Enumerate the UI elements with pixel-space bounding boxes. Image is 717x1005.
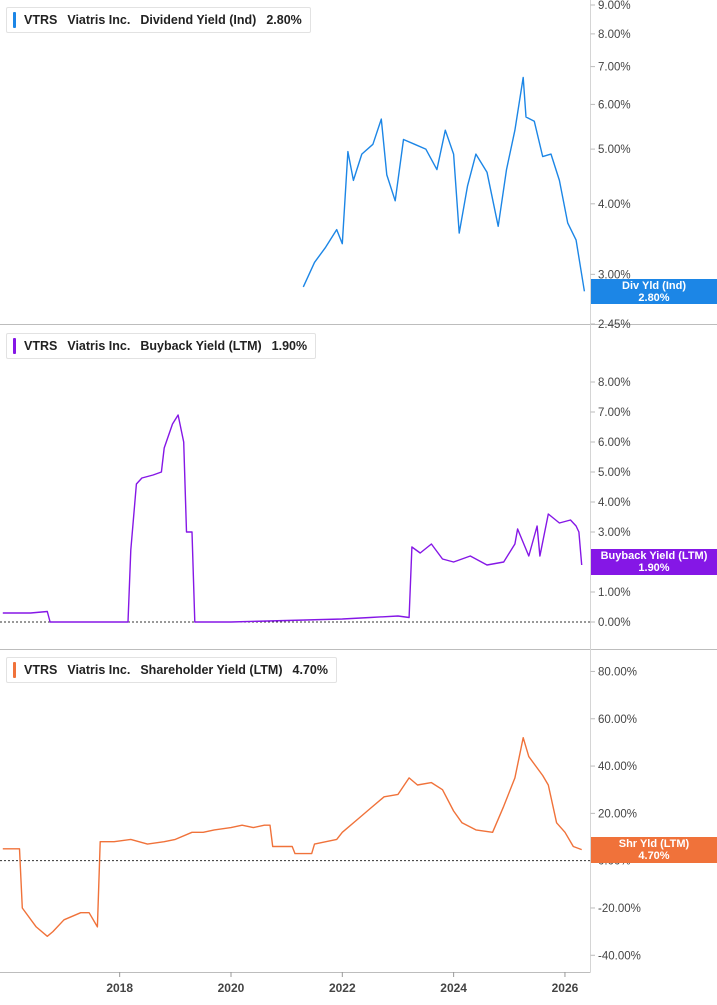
- flag-value: 4.70%: [638, 850, 670, 862]
- x-tick-label: 2022: [329, 981, 356, 995]
- y-tick-label: 5.00%: [598, 467, 631, 479]
- y-tick-label: 6.00%: [598, 99, 631, 111]
- flag-label: Shr Yld (LTM): [618, 838, 690, 850]
- legend-metric: Dividend Yield (Ind): [140, 13, 257, 27]
- y-tick-label: 0.00%: [598, 617, 631, 629]
- flag-dividend-yield: Div Yld (Ind) 2.80%: [591, 279, 717, 304]
- series-line-1: [302, 76, 586, 292]
- series-line-2: [2, 414, 583, 623]
- y-tick-label: 8.00%: [598, 377, 631, 389]
- y-tick-label: -40.00%: [598, 950, 641, 962]
- y-tick-label: 3.00%: [598, 269, 631, 281]
- y-tick-label: 4.00%: [598, 497, 631, 509]
- y-tick-label: 20.00%: [598, 808, 637, 820]
- legend-swatch: [13, 662, 16, 678]
- legend-swatch: [13, 338, 16, 354]
- legend-value: 4.70%: [292, 663, 328, 677]
- y-tick-label: 6.00%: [598, 437, 631, 449]
- legend-dividend-yield: VTRS Viatris Inc. Dividend Yield (Ind) 2…: [6, 7, 311, 33]
- legend-ticker: VTRS: [24, 339, 58, 353]
- y-tick-label: 7.00%: [598, 407, 631, 419]
- flag-value: 1.90%: [638, 562, 670, 574]
- y-tick-label: 4.00%: [598, 199, 631, 211]
- legend-shareholder-yield: VTRS Viatris Inc. Shareholder Yield (LTM…: [6, 657, 337, 683]
- y-tick-label: 7.00%: [598, 62, 631, 74]
- y-tick-label: -20.00%: [598, 903, 641, 915]
- legend-ticker: VTRS: [24, 663, 58, 677]
- legend-metric: Shareholder Yield (LTM): [140, 663, 283, 677]
- legend-company: Viatris Inc.: [67, 13, 131, 27]
- x-tick-label: 2024: [440, 981, 467, 995]
- legend-metric: Buyback Yield (LTM): [140, 339, 262, 353]
- y-tick-label: 8.00%: [598, 29, 631, 41]
- y-tick-label: 9.00%: [598, 0, 631, 12]
- y-tick-label: 2.45%: [598, 319, 631, 331]
- series-line-3: [2, 737, 582, 937]
- x-tick-label: 2020: [218, 981, 245, 995]
- legend-buyback-yield: VTRS Viatris Inc. Buyback Yield (LTM) 1.…: [6, 333, 317, 359]
- y-tick-label: 80.00%: [598, 666, 637, 678]
- y-tick-label: 3.00%: [598, 527, 631, 539]
- flag-label: Buyback Yield (LTM): [600, 550, 708, 562]
- legend-swatch: [13, 12, 16, 28]
- y-tick-label: 1.00%: [598, 587, 631, 599]
- legend-value: 2.80%: [266, 13, 302, 27]
- y-tick-label: 60.00%: [598, 714, 637, 726]
- y-tick-label: 40.00%: [598, 761, 637, 773]
- flag-label: Div Yld (Ind): [622, 280, 686, 292]
- flag-buyback-yield: Buyback Yield (LTM) 1.90%: [591, 549, 717, 575]
- y-tick-label: 5.00%: [598, 144, 631, 156]
- flag-value: 2.80%: [638, 292, 670, 304]
- x-tick-label: 2026: [552, 981, 579, 995]
- legend-ticker: VTRS: [24, 13, 58, 27]
- legend-company: Viatris Inc.: [67, 339, 131, 353]
- x-tick-label: 2018: [106, 981, 133, 995]
- legend-value: 1.90%: [271, 339, 308, 353]
- legend-company: Viatris Inc.: [67, 663, 131, 677]
- flag-shareholder-yield: Shr Yld (LTM) 4.70%: [591, 837, 717, 863]
